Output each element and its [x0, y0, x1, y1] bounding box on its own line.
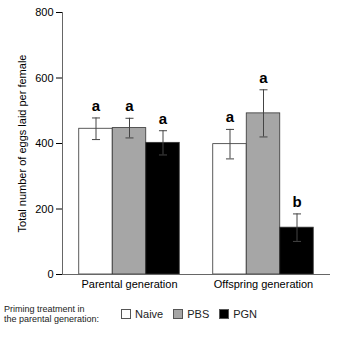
svg-text:a: a: [125, 97, 134, 114]
svg-text:Parental generation: Parental generation: [81, 278, 177, 290]
svg-text:Offspring generation: Offspring generation: [214, 278, 313, 290]
svg-text:600: 600: [35, 72, 53, 84]
html-text:the parental generation:: the parental generation:: [4, 314, 100, 325]
html-text:Naive: Naive: [135, 308, 164, 321]
svg-text:a: a: [92, 97, 101, 114]
svg-text:200: 200: [35, 203, 53, 215]
html-text:PGN: PGN: [233, 308, 258, 321]
svg-text:0: 0: [47, 268, 53, 280]
svg-text:400: 400: [35, 137, 53, 149]
svg-text:b: b: [292, 193, 301, 210]
html-text:PBS: PBS: [187, 308, 210, 321]
svg-text:a: a: [259, 69, 268, 86]
svg-text:800: 800: [35, 6, 53, 18]
svg-text:a: a: [226, 108, 235, 125]
svg-text:a: a: [159, 110, 168, 127]
svg-text:Total number of eggs laid per: Total number of eggs laid per female: [16, 55, 28, 233]
html-text:Priming treatment in: Priming treatment in: [4, 304, 85, 314]
